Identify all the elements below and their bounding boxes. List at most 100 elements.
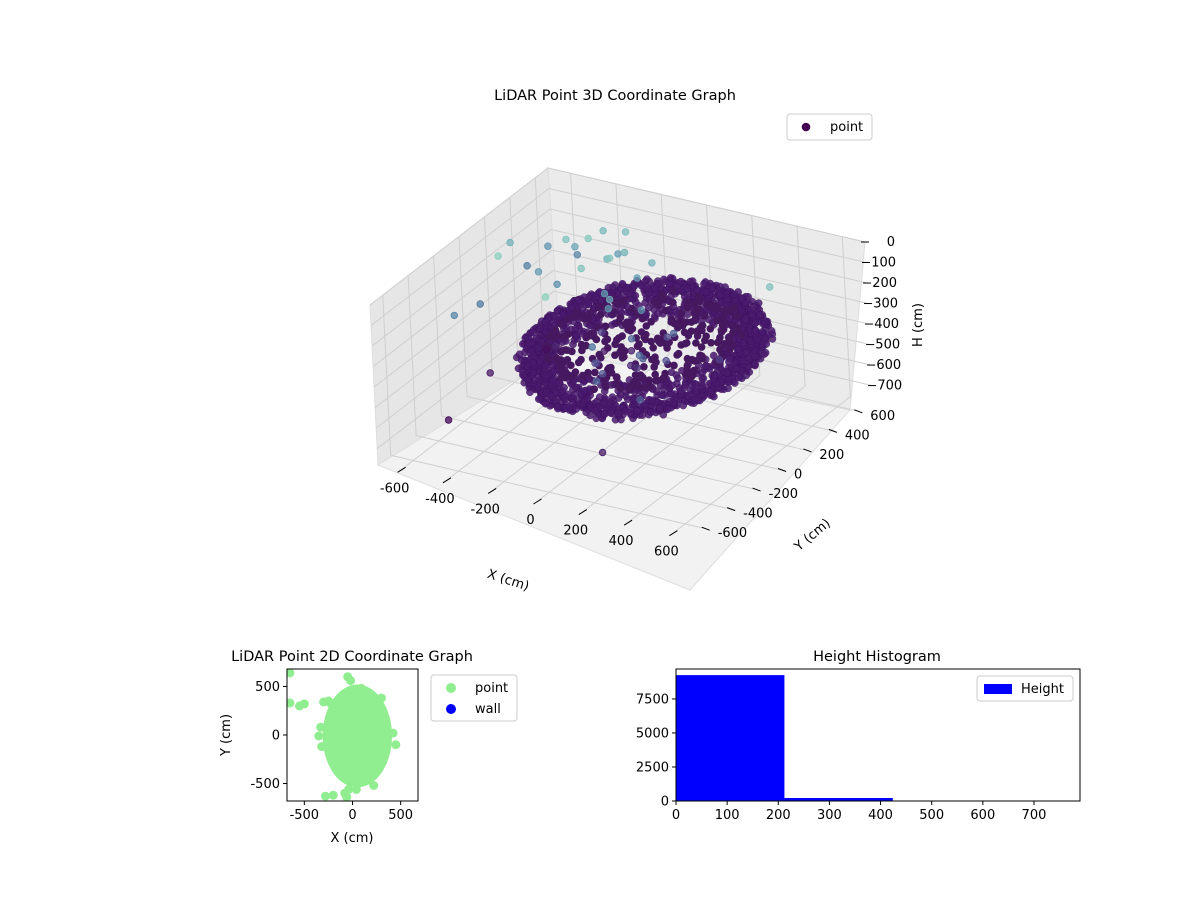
data-point-3d [571, 242, 579, 251]
data-point-3d [598, 448, 607, 457]
data-point-3d [546, 392, 555, 401]
data-point-3d [651, 377, 660, 385]
y-tick-label-3d: 0 [794, 468, 802, 483]
data-point-3d [647, 337, 655, 346]
data-point-3d [633, 274, 641, 282]
data-point-2d [362, 706, 372, 716]
data-point-3d [604, 305, 612, 313]
data-point-3d [578, 371, 587, 380]
x-tick-label-histogram: 600 [970, 808, 995, 823]
data-point-3d [645, 376, 653, 385]
data-point-3d [573, 308, 581, 316]
data-point-3d [626, 325, 635, 333]
y-tick-3d [854, 409, 863, 414]
h-tick-label-3d: 100 [871, 256, 896, 271]
data-point-3d [669, 286, 677, 295]
points-3d [444, 226, 777, 457]
data-point-3d [702, 288, 711, 296]
y-tick-3d [828, 428, 838, 433]
data-point-3d [706, 325, 715, 333]
data-point-3d [633, 342, 642, 351]
data-point-3d [585, 332, 593, 340]
data-point-3d [636, 396, 644, 404]
data-point-3d [746, 305, 755, 314]
data-point-3d [670, 319, 678, 328]
data-point-3d [476, 300, 484, 308]
data-point-3d [529, 368, 538, 377]
data-point-3d [642, 283, 651, 292]
x-tick-label-histogram: 300 [817, 808, 842, 823]
legend-label-point-2d: point [475, 681, 508, 696]
y-tick-label-histogram: 5000 [636, 726, 669, 741]
data-point-2d [369, 781, 379, 790]
data-point-2d [321, 791, 330, 801]
data-point-3d [526, 388, 534, 397]
data-point-3d [627, 361, 635, 370]
data-point-3d [727, 321, 736, 330]
data-point-3d [525, 339, 534, 348]
legend-label-point-3d: point [830, 120, 863, 135]
h-tick-label-3d: 700 [877, 379, 902, 394]
data-point-3d [649, 344, 657, 352]
data-point-3d [716, 282, 724, 291]
x-tick-label-3d: -400 [425, 492, 455, 507]
x-tick-3d [623, 519, 633, 526]
data-point-3d [544, 242, 552, 250]
data-point-3d [661, 306, 670, 315]
lidar-2d-plot: LiDAR Point 2D Coordinate Graph -500 0 500… [219, 649, 518, 846]
data-point-2d [348, 749, 357, 759]
x-tick-3d [442, 477, 452, 484]
x-tick-3d [487, 488, 497, 494]
data-point-3d [568, 347, 576, 356]
grid-line-left-y [534, 177, 544, 338]
data-point-3d [562, 235, 570, 244]
data-point-3d [602, 383, 610, 391]
y-tick-3d [803, 448, 812, 453]
data-point-3d [698, 326, 706, 335]
y-tick-3d [701, 526, 710, 531]
data-point-3d [697, 343, 706, 351]
data-point-3d [557, 374, 566, 382]
data-point-2d [376, 693, 386, 703]
data-point-3d [551, 332, 560, 340]
x-tick-label-3d: -600 [380, 481, 410, 496]
z-axis-label-3d: H (cm) [911, 303, 926, 347]
data-point-3d [766, 283, 774, 291]
data-point-3d [559, 333, 567, 341]
data-point-3d [651, 284, 660, 292]
data-point-3d [534, 343, 543, 352]
grid-line-back-x [841, 236, 851, 397]
data-point-3d [693, 286, 702, 294]
data-point-3d [562, 369, 571, 377]
data-point-3d [444, 416, 453, 424]
data-point-3d [673, 351, 681, 359]
data-point-3d [698, 382, 707, 390]
data-point-3d [741, 315, 750, 324]
data-point-3d [686, 277, 695, 286]
histogram-bar [784, 798, 893, 801]
data-point-2d [346, 676, 356, 686]
data-point-3d [735, 373, 743, 382]
data-point-3d [701, 312, 709, 320]
grid-line-left-y [433, 256, 443, 417]
data-point-3d [676, 277, 685, 286]
data-point-3d [688, 355, 696, 364]
data-point-3d [541, 399, 550, 408]
data-point-3d [591, 293, 600, 301]
data-point-3d [515, 350, 524, 359]
data-point-3d [725, 345, 734, 354]
x-tick-label-histogram: 0 [672, 808, 680, 823]
x-tick-3d [669, 530, 678, 537]
data-point-3d [620, 296, 628, 305]
data-point-3d [715, 356, 724, 364]
y-tick-label-3d: 400 [845, 428, 870, 443]
data-point-3d [560, 357, 568, 366]
data-point-3d [683, 285, 692, 294]
data-point-3d [684, 392, 693, 401]
legend-2d: point wall [430, 674, 518, 722]
grid-line-left-y [458, 236, 468, 397]
data-point-3d [570, 390, 579, 399]
data-point-3d [618, 279, 627, 288]
data-point-3d [708, 284, 716, 292]
data-point-3d [574, 296, 583, 305]
